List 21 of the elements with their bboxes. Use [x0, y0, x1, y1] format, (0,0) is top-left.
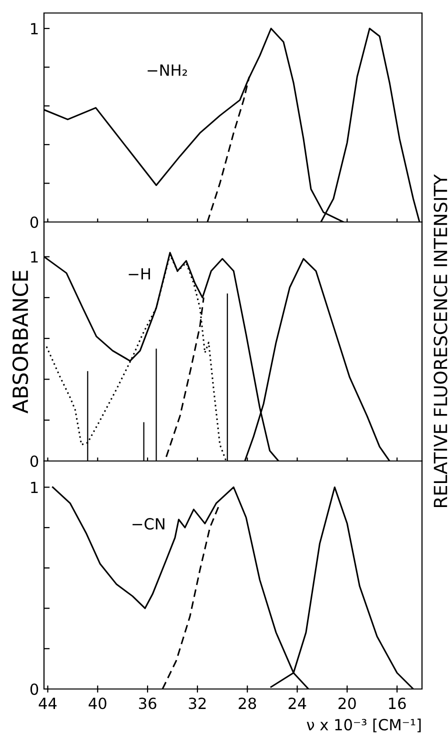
y-tick-label: 0	[30, 683, 38, 696]
y-tick-label: 0	[30, 455, 38, 468]
annotation: −H	[128, 268, 150, 280]
x-tick-label: 40	[88, 698, 106, 710]
x-tick-label: 16	[389, 698, 406, 710]
y-tick-label: 0	[30, 216, 38, 228]
x-tick-label: 28	[238, 698, 256, 710]
x-tick-label: 44	[38, 698, 57, 709]
annotation: −CN	[132, 518, 164, 530]
x-axis-title: ν x 10⁻³ [CM⁻¹]	[306, 718, 421, 732]
y-axis-title: ABSORBANCE	[12, 270, 28, 414]
y-tick-label: 1	[31, 23, 38, 34]
x-tick-label: 36	[138, 698, 156, 710]
annotation: −NH₂	[148, 64, 187, 76]
x-tick-label: 32	[188, 698, 206, 710]
line-series	[165, 296, 204, 458]
y-tick-label: 1	[31, 482, 38, 494]
y-tick-label: 1	[31, 251, 38, 263]
x-tick-label: 20	[338, 698, 356, 710]
y2-axis-title: RELATIVE FLUORESCENCE INTENSITY	[434, 174, 448, 507]
x-tick-label: 24	[288, 698, 306, 709]
